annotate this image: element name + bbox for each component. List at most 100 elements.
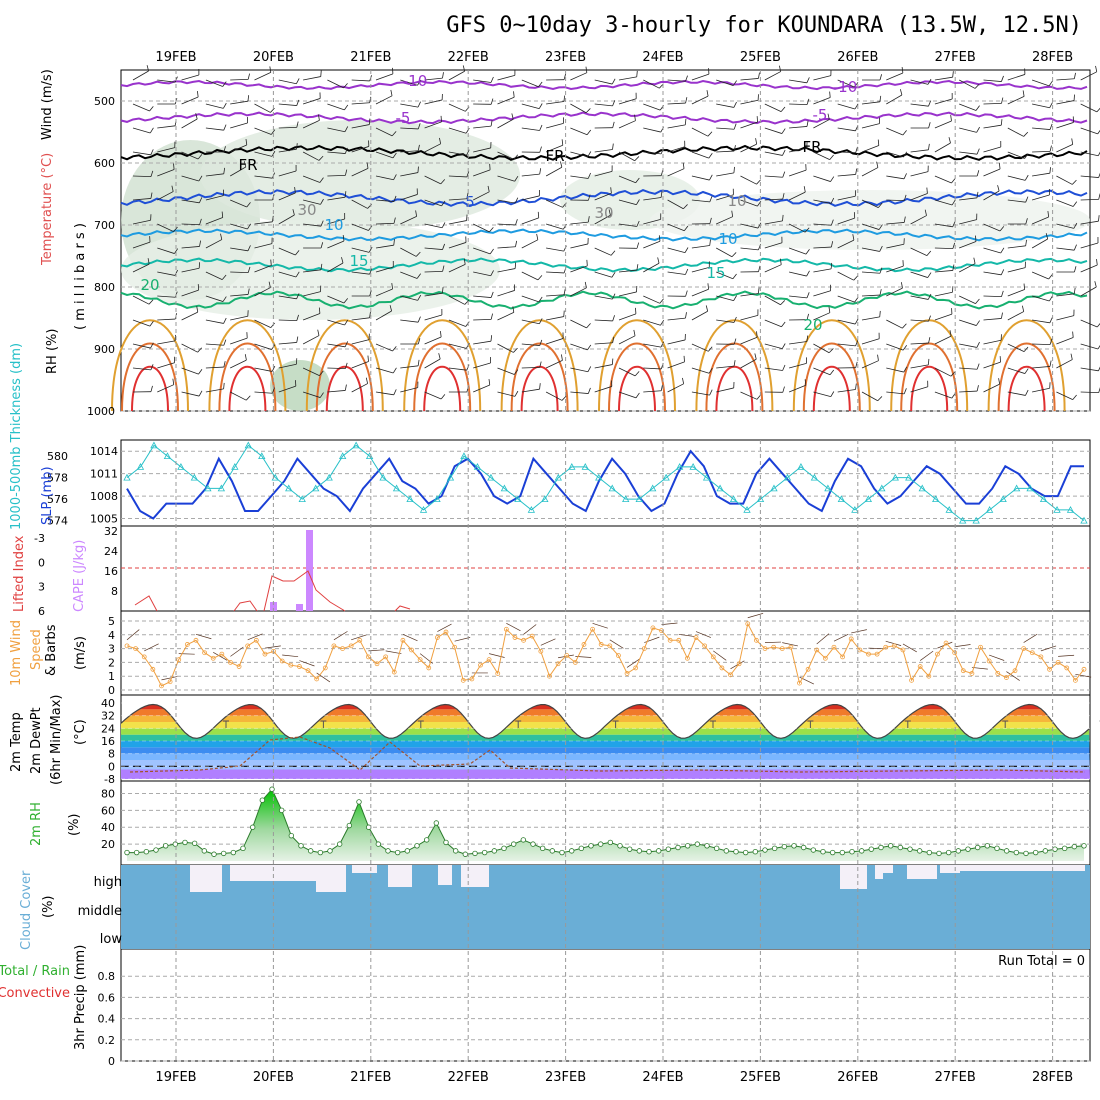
upper-wind-barb-flag bbox=[902, 323, 907, 329]
upper-wind-barb bbox=[1080, 343, 1099, 350]
upper-wind-barb bbox=[570, 243, 589, 249]
upper-wind-barb-flag bbox=[805, 249, 810, 255]
temp2m-line bbox=[120, 703, 1090, 739]
wind10-barb bbox=[489, 653, 505, 658]
upper-wind-barb bbox=[861, 123, 880, 129]
upper-wind-barb bbox=[181, 311, 198, 321]
upper-wind-barb-flag bbox=[830, 241, 834, 248]
upper-wind-barb-flag bbox=[1049, 167, 1051, 174]
rh2m-marker bbox=[365, 824, 372, 830]
upper-wind-barb bbox=[1080, 71, 1097, 81]
wind10-barb bbox=[540, 638, 556, 646]
upper-wind-barb bbox=[230, 223, 248, 230]
boundary-layer-contour bbox=[111, 319, 189, 412]
upper-wind-barb bbox=[400, 194, 418, 201]
upper-wind-barb-flag bbox=[829, 369, 835, 375]
rh2m-marker bbox=[791, 843, 797, 849]
upper-wind-barb-flag bbox=[976, 385, 979, 392]
wind10-marker bbox=[124, 643, 130, 649]
upper-wind-barb bbox=[691, 199, 710, 203]
upper-wind-barb bbox=[983, 146, 1001, 153]
rh2m-marker bbox=[133, 849, 140, 856]
upper-wind-barb bbox=[594, 386, 612, 393]
upper-wind-barb bbox=[497, 290, 515, 297]
upper-wind-barb bbox=[545, 360, 563, 369]
rh2m-marker bbox=[955, 848, 962, 854]
upper-wind-barb bbox=[716, 150, 735, 153]
rh2m-marker bbox=[1071, 843, 1078, 850]
thickness-marker bbox=[150, 441, 158, 449]
upper-wind-barb bbox=[740, 99, 759, 105]
temp-band bbox=[121, 734, 1090, 741]
upper-wind-barb-flag bbox=[345, 362, 348, 369]
upper-wind-barb-flag bbox=[174, 269, 179, 276]
wind10-marker bbox=[900, 647, 906, 653]
thickness-tick: 580 bbox=[47, 450, 68, 463]
thickness-marker bbox=[446, 473, 455, 481]
upper-wind-barb-flag bbox=[733, 360, 736, 367]
upper-wind-barb-flag bbox=[292, 209, 295, 216]
upper-wind-barb-flag bbox=[538, 296, 543, 303]
upper-wind-barb-flag bbox=[513, 369, 519, 375]
upper-wind-barb bbox=[570, 103, 587, 114]
upper-wind-barb-flag bbox=[561, 139, 564, 146]
upper-wind-barb-flag bbox=[1073, 222, 1078, 229]
upper-wind-barb-flag bbox=[417, 359, 420, 366]
upper-wind-barb bbox=[910, 364, 929, 369]
date-label-top: 27FEB bbox=[935, 50, 976, 65]
rh2m-marker bbox=[433, 820, 440, 826]
upper-wind-barb-flag bbox=[513, 154, 519, 160]
upper-wind-barb-flag bbox=[853, 275, 859, 281]
wind10-barb bbox=[247, 633, 263, 641]
upper-wind-barb bbox=[327, 174, 346, 177]
upper-wind-barb-flag bbox=[1048, 274, 1053, 280]
upper-wind-barb bbox=[813, 268, 832, 273]
upper-wind-barb-flag bbox=[1071, 138, 1074, 145]
upper-wind-barb bbox=[813, 97, 831, 105]
upper-wind-barb-flag bbox=[660, 319, 665, 326]
rh2m-marker bbox=[278, 807, 285, 814]
upper-wind-barb-flag bbox=[733, 295, 737, 301]
upper-wind-barb-flag bbox=[830, 391, 835, 397]
wind10-marker bbox=[443, 629, 449, 635]
upper-wind-barb bbox=[424, 336, 442, 345]
upper-wind-barb-flag bbox=[442, 72, 444, 79]
upper-wind-barb bbox=[764, 319, 782, 328]
upper-wind-barb-flag bbox=[417, 79, 422, 86]
upper-wind-barb bbox=[691, 95, 709, 105]
wind10-marker bbox=[909, 677, 914, 683]
upper-wind-barb-flag bbox=[829, 91, 831, 98]
upper-wind-barb-flag bbox=[610, 187, 612, 194]
upper-wind-barb bbox=[667, 79, 686, 82]
upper-wind-barb bbox=[375, 199, 394, 202]
upper-wind-barb bbox=[594, 103, 613, 107]
upper-wind-barb bbox=[254, 287, 271, 297]
upper-wind-barb bbox=[424, 99, 443, 105]
upper-wind-barb-flag bbox=[369, 96, 372, 103]
thickness-marker bbox=[851, 506, 859, 513]
upper-wind-barb bbox=[691, 391, 710, 396]
upper-wind-barb-flag bbox=[465, 127, 470, 134]
upper-wind-barb bbox=[254, 103, 271, 113]
rh2m-marker bbox=[559, 849, 565, 856]
upper-wind-barb bbox=[521, 319, 540, 325]
upper-wind-barb-flag bbox=[976, 148, 980, 155]
rh2m-marker bbox=[945, 849, 952, 856]
upper-wind-barb bbox=[1056, 359, 1073, 369]
upper-wind-barb bbox=[594, 149, 613, 153]
upper-wind-barb bbox=[400, 365, 419, 369]
upper-wind-barb bbox=[157, 125, 176, 129]
upper-wind-barb bbox=[448, 343, 467, 349]
rh2m-marker bbox=[733, 849, 739, 855]
thickness-marker bbox=[864, 495, 873, 503]
upper-wind-barb bbox=[1056, 144, 1073, 153]
upper-wind-barb-flag bbox=[341, 257, 344, 264]
upper-wind-barb-flag bbox=[220, 233, 223, 240]
upper-wind-barb-flag bbox=[975, 105, 980, 111]
upper-wind-barb-flag bbox=[199, 240, 202, 247]
wind10-marker bbox=[702, 643, 708, 649]
wind10-marker bbox=[960, 668, 966, 674]
wind10-barb bbox=[713, 650, 727, 661]
upper-wind-barb-flag bbox=[806, 120, 809, 127]
